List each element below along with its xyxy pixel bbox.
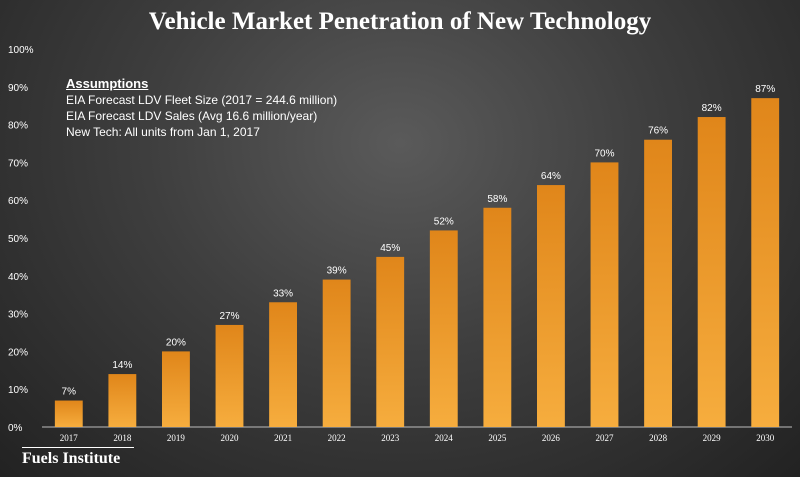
data-label: 82% xyxy=(702,103,722,114)
y-tick-label: 50% xyxy=(8,234,28,245)
bar xyxy=(537,185,565,427)
bar xyxy=(162,351,190,427)
x-tick-label: 2023 xyxy=(381,433,400,443)
brand-logo-text: Fuels Institute xyxy=(22,450,121,467)
data-label: 33% xyxy=(273,288,293,299)
bar xyxy=(751,98,780,427)
x-tick-label: 2020 xyxy=(221,433,240,443)
x-tick-label: 2028 xyxy=(649,433,668,443)
x-tick-label: 2018 xyxy=(113,433,132,443)
bar xyxy=(376,256,405,427)
y-tick-label: 80% xyxy=(8,121,28,132)
bar xyxy=(644,139,672,427)
data-label: 7% xyxy=(62,387,77,398)
x-tick-label: 2019 xyxy=(167,433,186,443)
y-tick-label: 70% xyxy=(8,158,28,169)
x-tick-label: 2022 xyxy=(328,433,346,443)
x-tick-label: 2024 xyxy=(435,433,454,443)
brand-divider xyxy=(22,447,134,448)
data-label: 76% xyxy=(648,126,668,137)
x-tick-label: 2017 xyxy=(60,433,79,443)
y-tick-label: 30% xyxy=(8,310,28,321)
data-label: 64% xyxy=(541,171,561,182)
data-label: 87% xyxy=(755,84,775,95)
y-tick-label: 20% xyxy=(8,347,28,358)
y-tick-label: 100% xyxy=(8,45,34,56)
assumption-line: New Tech: All units from Jan 1, 2017 xyxy=(66,125,260,139)
data-label: 45% xyxy=(380,243,400,254)
data-label: 14% xyxy=(112,360,132,371)
x-tick-label: 2027 xyxy=(596,433,615,443)
x-tick-label: 2026 xyxy=(542,433,561,443)
assumption-line: EIA Forecast LDV Sales (Avg 16.6 million… xyxy=(66,109,318,123)
data-label: 58% xyxy=(487,194,507,205)
y-tick-label: 60% xyxy=(8,196,28,207)
assumptions-heading: Assumptions xyxy=(66,76,149,91)
y-tick-label: 40% xyxy=(8,272,28,283)
x-tick-label: 2029 xyxy=(703,433,722,443)
assumption-line: EIA Forecast LDV Fleet Size (2017 = 244.… xyxy=(66,93,338,107)
y-tick-label: 90% xyxy=(8,83,28,94)
data-label: 70% xyxy=(594,148,614,159)
bar xyxy=(269,302,297,427)
data-label: 20% xyxy=(166,337,186,348)
bar xyxy=(429,230,458,427)
chart-title: Vehicle Market Penetration of New Techno… xyxy=(148,8,652,35)
bar xyxy=(54,400,83,427)
y-tick-label: 0% xyxy=(8,423,23,434)
y-tick-label: 10% xyxy=(8,385,28,396)
bar xyxy=(108,374,137,427)
assumptions-box: Assumptions EIA Forecast LDV Fleet Size … xyxy=(66,76,337,140)
data-label: 52% xyxy=(434,216,454,227)
bar xyxy=(215,324,244,427)
x-tick-label: 2030 xyxy=(756,433,775,443)
bar xyxy=(322,279,351,427)
x-tick-label: 2025 xyxy=(488,433,507,443)
data-label: 39% xyxy=(327,266,347,277)
x-tick-label: 2021 xyxy=(274,433,292,443)
bar xyxy=(483,207,512,427)
data-label: 27% xyxy=(219,311,239,322)
bar xyxy=(697,117,726,427)
bar xyxy=(590,162,619,427)
